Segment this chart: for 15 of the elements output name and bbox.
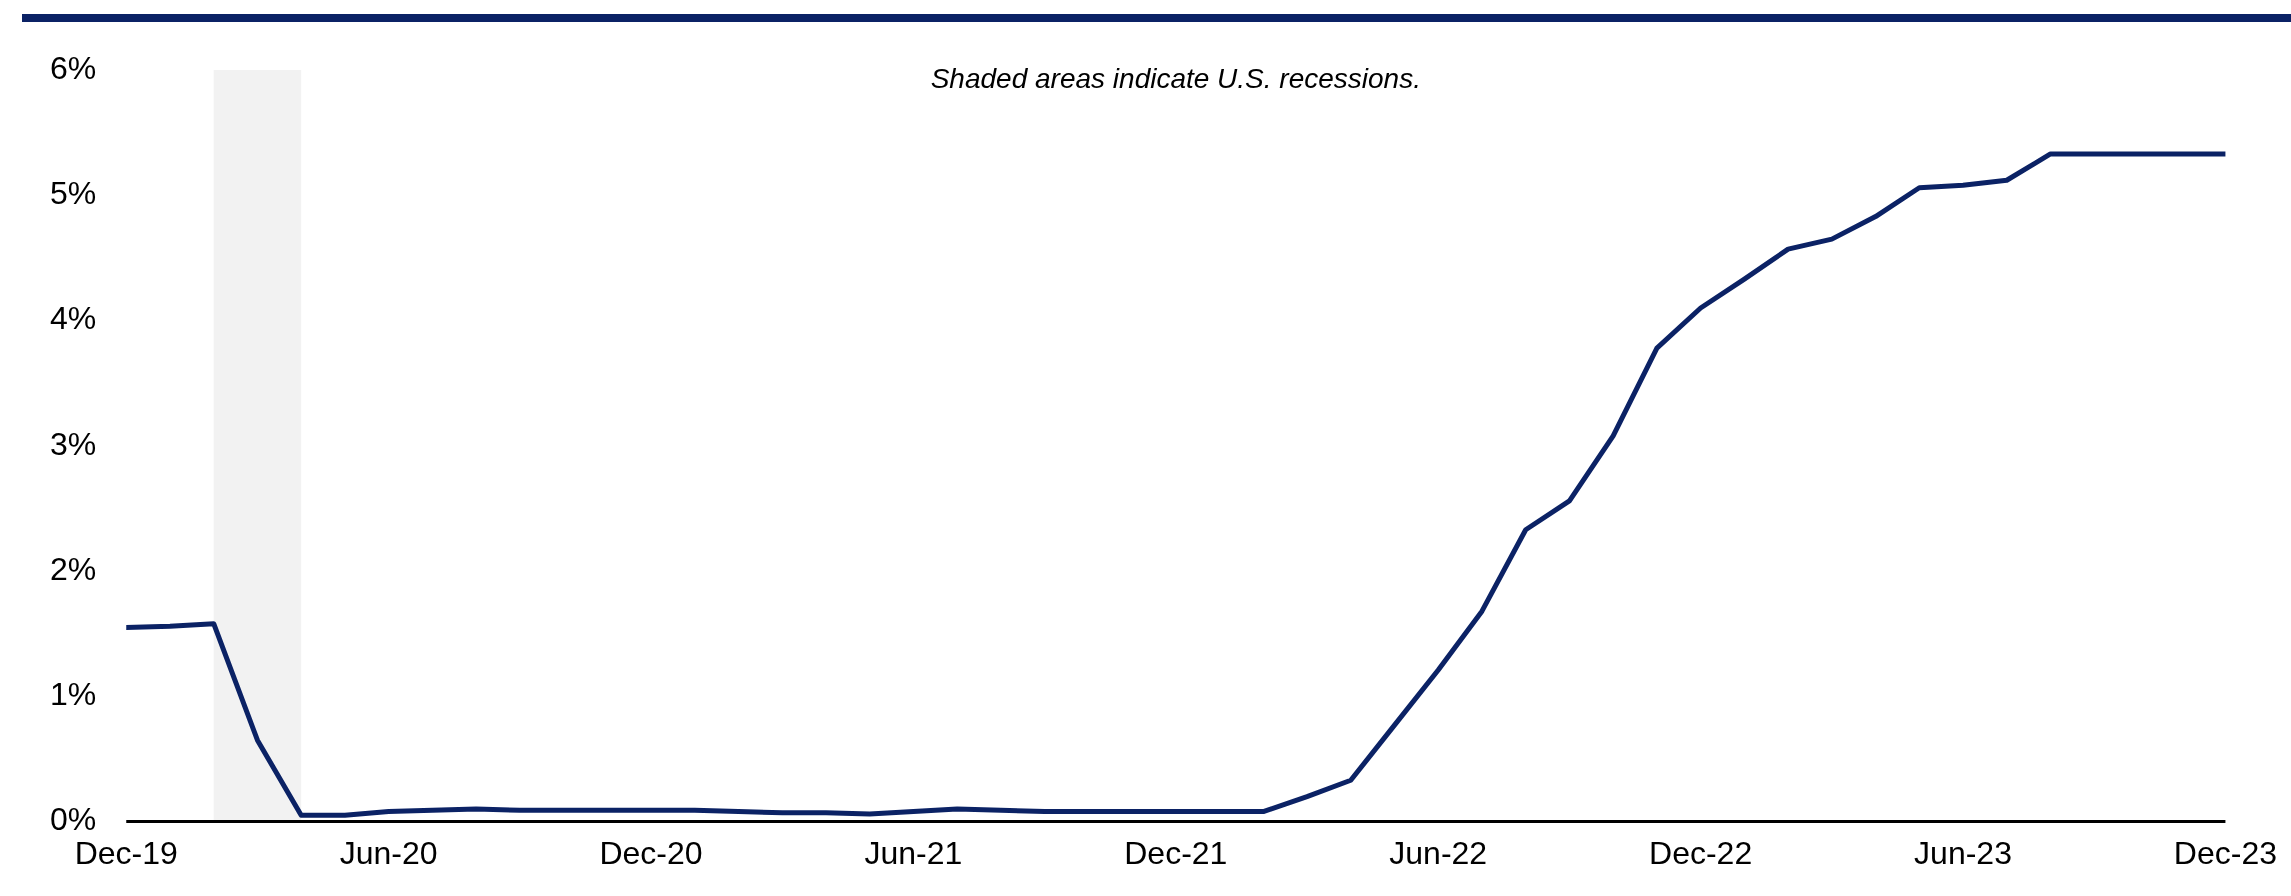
annotation: Shaded areas indicate U.S. recessions.	[930, 62, 1421, 94]
y-tick-label: 1%	[50, 676, 97, 713]
y-tick-label: 5%	[50, 175, 97, 212]
x-tick-label: Dec-20	[599, 834, 703, 871]
x-tick-label: Dec-21	[1124, 834, 1228, 871]
x-tick-label: Jun-23	[1914, 834, 2012, 871]
x-tick-label: Dec-22	[1649, 834, 1753, 871]
x-tick-label: Jun-22	[1389, 834, 1488, 871]
y-tick-label: 6%	[50, 49, 97, 86]
x-tick-label: Jun-21	[864, 834, 963, 871]
y-tick-label: 3%	[50, 425, 97, 462]
y-tick-label: 2%	[50, 550, 97, 587]
x-tick-label: Jun-20	[339, 834, 438, 871]
y-tick-label: 4%	[50, 300, 97, 337]
x-tick-label: Dec-23	[2173, 834, 2277, 871]
